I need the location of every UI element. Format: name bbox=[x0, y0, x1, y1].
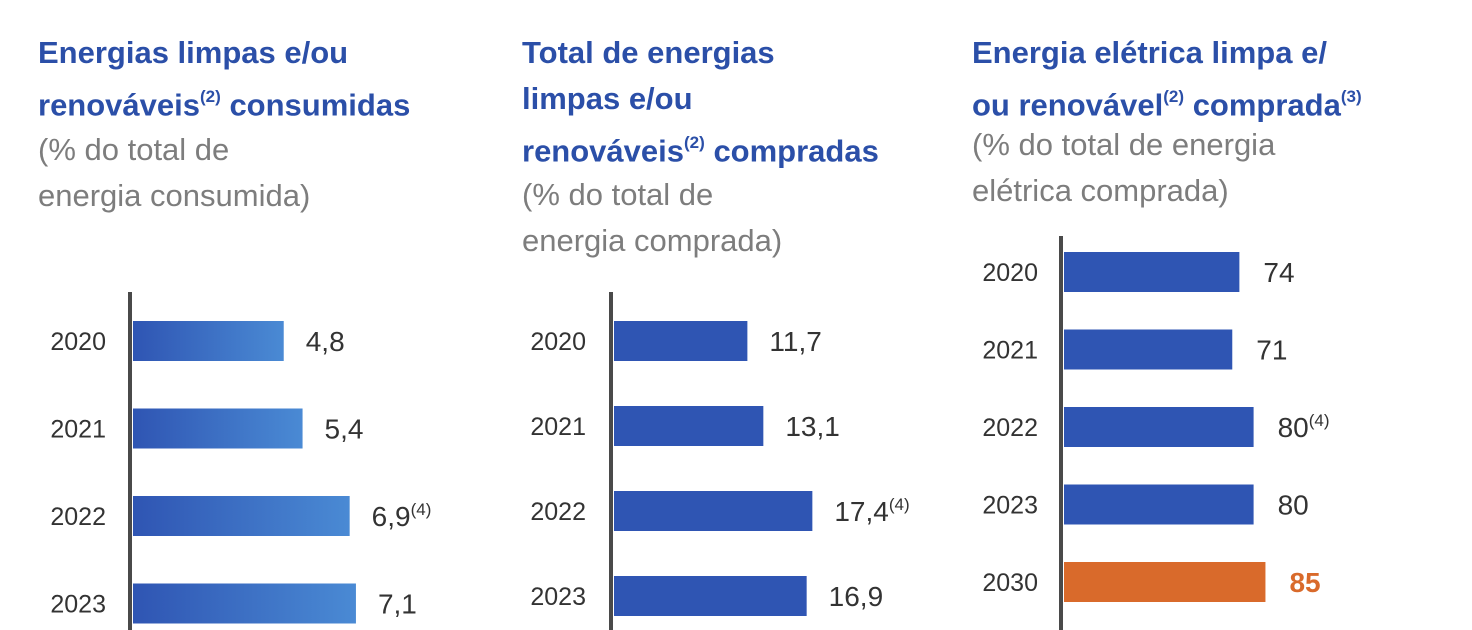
title-line-1: Energias limpas e/ou bbox=[38, 35, 349, 70]
category-label-2022: 2022 bbox=[530, 498, 586, 526]
bar-2020 bbox=[1064, 252, 1240, 292]
subtitle-line-1: (% do total de bbox=[522, 177, 714, 212]
value-label-2022: 17,4(4) bbox=[834, 495, 909, 527]
category-label-2022: 2022 bbox=[50, 503, 106, 531]
value-label-2020: 4,8 bbox=[306, 326, 345, 357]
category-label-2023: 2023 bbox=[530, 583, 586, 611]
chart-title: Energia elétrica limpa e/ ou renovável(2… bbox=[972, 30, 1362, 128]
bar-2020 bbox=[614, 321, 748, 361]
chart-panel-clean-energy-purchased: Total de energias limpas e/ou renováveis… bbox=[480, 0, 950, 630]
bar-2023 bbox=[614, 576, 807, 616]
value-label-2022: 6,9(4) bbox=[372, 500, 432, 532]
category-label-2022: 2022 bbox=[982, 414, 1038, 442]
bar-2020 bbox=[133, 321, 284, 361]
category-label-2030: 2030 bbox=[982, 569, 1038, 597]
footnote-marker: (4) bbox=[411, 500, 432, 519]
bar-2023 bbox=[1064, 484, 1254, 525]
subtitle-line-1: (% do total de bbox=[38, 132, 230, 167]
category-label-2020: 2020 bbox=[530, 328, 586, 356]
chart-panel-clean-electricity-purchased: Energia elétrica limpa e/ ou renovável(2… bbox=[950, 0, 1472, 630]
title-line-2: limpas e/ou bbox=[522, 81, 693, 116]
title-line-1: Total de energias bbox=[522, 35, 775, 70]
chart-subtitle: (% do total de energia elétrica comprada… bbox=[972, 122, 1275, 214]
bar-2022 bbox=[133, 496, 350, 536]
category-label-2023: 2023 bbox=[50, 591, 106, 619]
footnote-marker: (2) bbox=[200, 87, 221, 107]
chart-title: Energias limpas e/ou renováveis(2) consu… bbox=[38, 30, 410, 128]
chart-subtitle: (% do total de energia consumida) bbox=[38, 127, 310, 219]
title-line-2-mid: comprada bbox=[1184, 87, 1341, 123]
category-label-2021: 2021 bbox=[50, 416, 106, 444]
value-label-2020: 74 bbox=[1263, 257, 1294, 288]
bar-chart: 2020 11,7 2021 13,1 2022 17,4(4) 2023 16,9 bbox=[530, 292, 910, 630]
value-label-2023: 7,1 bbox=[378, 589, 417, 620]
subtitle-line-1: (% do total de energia bbox=[972, 127, 1276, 162]
bar-2022 bbox=[614, 491, 813, 531]
chart-panel-clean-energy-consumed: Energias limpas e/ou renováveis(2) consu… bbox=[0, 0, 480, 630]
value-label-2021: 13,1 bbox=[785, 411, 840, 442]
title-line-2-text: ou renovável bbox=[972, 87, 1164, 123]
value-label-2030: 85 bbox=[1289, 567, 1320, 598]
category-label-2020: 2020 bbox=[50, 328, 106, 356]
bar-chart: 2020 4,8 2021 5,4 2022 6,9(4) 2023 7,1 bbox=[50, 292, 432, 630]
footnote-marker: (2) bbox=[684, 133, 705, 153]
value-label-2021: 71 bbox=[1256, 335, 1287, 366]
bar-chart: 2020 74 2021 71 2022 80(4) 2023 80 2030 85 bbox=[982, 236, 1330, 630]
category-label-2021: 2021 bbox=[982, 337, 1038, 365]
bar-2030 bbox=[1064, 562, 1266, 602]
value-label-2023: 80 bbox=[1278, 490, 1309, 521]
title-line-2-text: renováveis bbox=[38, 87, 200, 123]
title-line-3-text: renováveis bbox=[522, 133, 684, 169]
title-line-1: Energia elétrica limpa e/ bbox=[972, 35, 1327, 70]
subtitle-line-2: elétrica comprada) bbox=[972, 173, 1229, 208]
chart-subtitle: (% do total de energia comprada) bbox=[522, 172, 782, 264]
title-line-3-end: compradas bbox=[704, 133, 879, 169]
footnote-marker: (2) bbox=[1163, 87, 1185, 107]
category-label-2021: 2021 bbox=[530, 413, 586, 441]
value-label-2022: 80(4) bbox=[1278, 411, 1330, 443]
value-label-2021: 5,4 bbox=[325, 414, 364, 445]
value-label-2023: 16,9 bbox=[829, 581, 884, 612]
subtitle-line-2: energia comprada) bbox=[522, 223, 783, 258]
chart-title: Total de energias limpas e/ou renováveis… bbox=[522, 30, 879, 174]
bar-2021 bbox=[133, 408, 303, 449]
value-label-2020: 11,7 bbox=[769, 326, 821, 357]
bar-2021 bbox=[1064, 329, 1233, 370]
bar-2023 bbox=[133, 583, 356, 624]
bar-2021 bbox=[614, 406, 764, 446]
bar-2022 bbox=[1064, 407, 1254, 447]
subtitle-line-2: energia consumida) bbox=[38, 178, 311, 213]
footnote-marker: (4) bbox=[889, 495, 910, 514]
title-line-2-end: consumidas bbox=[220, 87, 411, 123]
footnote-marker: (3) bbox=[1340, 87, 1362, 107]
category-label-2020: 2020 bbox=[982, 259, 1038, 287]
footnote-marker: (4) bbox=[1309, 411, 1330, 430]
category-label-2023: 2023 bbox=[982, 492, 1038, 520]
